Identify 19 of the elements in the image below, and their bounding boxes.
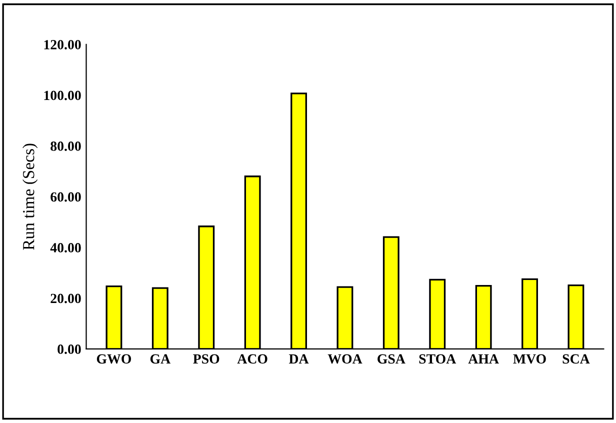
y-tick-label: 0.00	[58, 344, 81, 354]
x-tick-label: SCA	[562, 354, 590, 364]
y-axis-title: Run time (Secs)	[22, 144, 38, 250]
x-tick-label: DA	[288, 354, 309, 364]
y-tick-label: 60.00	[50, 192, 81, 202]
y-tick-label: 120.00	[44, 40, 81, 50]
y-tick-label: 80.00	[50, 142, 81, 151]
x-tick-label: STOA	[419, 354, 456, 364]
x-tick-label: GSA	[378, 354, 406, 364]
x-tick-label: WOA	[328, 354, 362, 364]
x-tick-label: MVO	[513, 354, 546, 364]
x-tick-label: AHA	[468, 354, 499, 364]
y-tick-label: 100.00	[44, 90, 81, 100]
x-tick-label: PSO	[193, 354, 220, 364]
y-tick-label: 20.00	[50, 294, 81, 304]
x-tick-label: GWO	[96, 354, 132, 364]
x-tick-label: ACO	[237, 354, 268, 364]
y-tick-label: 40.00	[50, 243, 81, 252]
x-tick-label: GA	[150, 354, 170, 364]
